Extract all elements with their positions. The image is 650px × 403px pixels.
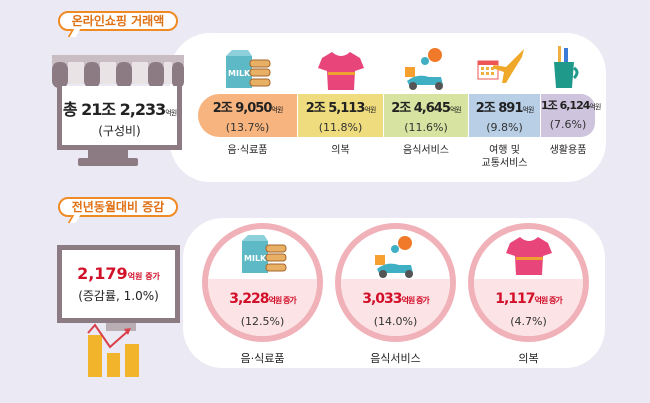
segment-value: 2조 5,113: [305, 101, 366, 116]
segment-value: 2조 9,050: [212, 101, 273, 116]
category-label: 의복: [331, 145, 350, 156]
total-sub: (구성비): [98, 124, 141, 138]
segment-share: (11.8%): [318, 121, 363, 134]
change-circle-clothing: 1,117억원 증가 (4.7%): [468, 223, 589, 342]
segment-food: 2조 9,050억원 (13.7%): [198, 94, 297, 137]
change-screen: 2,179억원 증가 (증감률, 1.0%): [57, 245, 180, 323]
change-rate: (증감률, 1.0%): [78, 289, 159, 303]
change-unit: 억원 증가: [127, 272, 160, 281]
segment-household: 1조 6,124억원 (7.6%): [541, 94, 601, 137]
segment-unit: 억원: [589, 103, 601, 111]
segment-clothing: 2조 5,113억원 (11.8%): [298, 94, 383, 137]
segment-travel: 2조 891억원 (9.8%): [469, 94, 540, 137]
segment-unit: 억원: [449, 106, 462, 114]
segment-unit: 억원: [364, 106, 376, 114]
change-circle-food-service: 3,033억원 증가 (14.0%): [335, 223, 456, 342]
total-unit: 억원: [165, 109, 177, 117]
yoy-change-badge: 전년동월대비 증감: [58, 197, 178, 217]
segment-value: 2조 891: [475, 101, 524, 116]
segment-value: 2조 4,645: [391, 101, 451, 116]
segment-unit: 억원: [522, 106, 534, 114]
calendar-airplane-icon: [477, 49, 524, 83]
change-value: 3,033: [362, 291, 402, 307]
change-rate: (4.7%): [510, 315, 547, 328]
change-label: 음식서비스: [370, 352, 421, 365]
online-shopping-badge: 온라인쇼핑 거래액: [58, 11, 178, 31]
segment-share: (9.8%): [486, 121, 523, 134]
category-label: 음·식료품: [227, 145, 268, 156]
delivery-scooter-icon: [405, 48, 443, 90]
change-value: 1,117: [495, 291, 535, 307]
change-unit: 억원 증가: [401, 296, 430, 305]
change-label: 음·식료품: [240, 352, 285, 365]
segment-share: (13.7%): [225, 121, 270, 134]
svg-text:MILK: MILK: [228, 69, 251, 78]
category-label: 음식서비스: [403, 145, 449, 156]
svg-text:MILK: MILK: [244, 254, 267, 263]
change-value: 3,228: [229, 291, 269, 307]
change-label: 의복: [518, 352, 539, 365]
tshirt-icon: [506, 237, 552, 275]
tshirt-icon: [318, 52, 364, 90]
milk-cookies-icon: MILK: [242, 235, 287, 273]
change-rate: (14.0%): [373, 315, 418, 328]
change-rate: (12.5%): [240, 315, 285, 328]
segment-share: (11.6%): [404, 121, 448, 134]
segment-food-service: 2조 4,645억원 (11.6%): [384, 94, 468, 137]
milk-cookies-icon: MILK: [226, 50, 271, 88]
toothbrush-cup-icon: [554, 46, 579, 88]
delivery-scooter-icon: [375, 236, 413, 278]
total-screen: 총 21조 2,233억원 (구성비): [57, 86, 182, 150]
segment-share: (7.6%): [549, 118, 587, 131]
change-value: 2,179: [77, 264, 128, 283]
store-monitor-icon: [52, 55, 184, 166]
category-label: 여행 및 교통서비스: [481, 145, 528, 169]
total-value: 총 21조 2,233: [62, 100, 166, 119]
change-unit: 억원 증가: [268, 296, 297, 305]
growth-chart-coins-icon: [87, 323, 139, 377]
segment-unit: 억원: [271, 106, 283, 114]
category-label: 생활용품: [549, 145, 587, 156]
change-unit: 억원 증가: [534, 296, 563, 305]
segment-value: 1조 6,124: [541, 99, 590, 112]
change-circle-food: MILK 3,228억원 증가 (12.5%): [202, 223, 323, 342]
